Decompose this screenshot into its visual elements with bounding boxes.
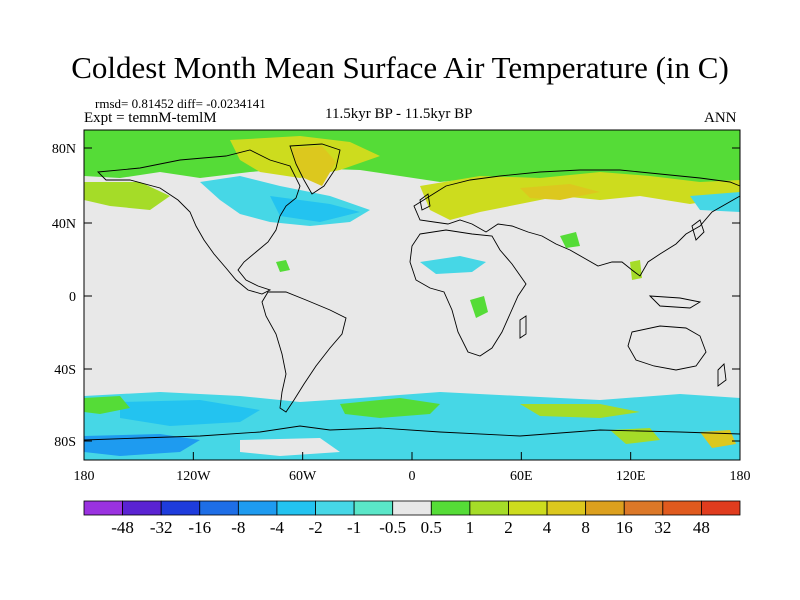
colorbar-label: 8: [581, 518, 590, 537]
colorbar-swatch: [83, 500, 123, 516]
colorbar-label: 16: [616, 518, 633, 537]
field-arabia-green: [560, 232, 580, 248]
x-tick-label: 60W: [289, 469, 317, 484]
field-indian-ocean-green: [520, 404, 640, 418]
x-tick-label: 180: [730, 469, 751, 484]
field-eurasia-gold: [520, 184, 600, 200]
colorbar-label: -48: [111, 518, 134, 537]
coast-africa: [409, 229, 527, 357]
x-tick-label: 180: [74, 469, 95, 484]
period-label: 11.5kyr BP - 11.5kyr BP: [325, 106, 473, 122]
colorbar-label: -4: [270, 518, 285, 537]
field-africa-green: [470, 296, 488, 318]
field-antarctic-blue: [84, 434, 200, 456]
y-tick-label: 80N: [52, 142, 76, 157]
colorbar-label: -2: [308, 518, 322, 537]
field-south-pacific-green: [84, 396, 130, 414]
field-greenland-gold: [292, 146, 336, 186]
colorbar: -48 -32 -16 -8 -4 -2 -1 -0.5 0.5 1 2 4 8 16 32 48: [83, 500, 741, 537]
coast-antarctica: [83, 425, 741, 441]
field-southern-ocean-blue: [120, 400, 260, 426]
colorbar-swatch: [623, 500, 664, 516]
colorbar-swatch: [276, 500, 316, 516]
colorbar-label: 2: [504, 518, 513, 537]
y-tick-label: 0: [69, 290, 76, 305]
season-label: ANN: [704, 110, 737, 126]
coast-north-america: [97, 149, 301, 295]
coast-uk: [419, 193, 431, 211]
colorbar-swatch: [315, 500, 355, 516]
colorbar-label: 1: [466, 518, 475, 537]
colorbar-swatch: [430, 500, 471, 516]
coastlines: [83, 143, 741, 441]
colorbar-label: 48: [693, 518, 710, 537]
temperature-field: [84, 130, 740, 460]
colorbar-label: -8: [231, 518, 245, 537]
stats-label: rmsd= 0.81452 diff= -0.0234141: [95, 96, 266, 111]
y-axis: 80N 40N 0 40S 80S: [52, 142, 740, 450]
x-tick-label: 120W: [176, 469, 211, 484]
field-rockies-green: [276, 260, 290, 272]
colorbar-swatch: [353, 500, 394, 516]
map-title: Coldest Month Mean Surface Air Temperatu…: [71, 50, 729, 85]
y-tick-label: 80S: [54, 435, 76, 450]
colorbar-swatch: [546, 500, 587, 516]
colorbar-swatch: [199, 500, 239, 516]
y-tick-label: 40N: [52, 217, 76, 232]
colorbar-swatch: [122, 500, 162, 516]
colorbar-label: -32: [150, 518, 173, 537]
field-pacific-cyan: [690, 192, 740, 212]
field-antarctic-gold: [700, 430, 736, 448]
field-sahara-cyan: [420, 256, 486, 274]
x-axis: 180 120W 60W 0 60E 120E 180: [74, 452, 751, 484]
colorbar-swatch: [585, 500, 625, 516]
coast-greenland: [289, 143, 341, 195]
field-ross-light: [240, 438, 340, 456]
coast-south-america: [261, 291, 347, 413]
field-north-pacific-green: [84, 182, 170, 210]
colorbar-swatch: [508, 500, 548, 516]
x-tick-label: 0: [409, 469, 416, 484]
colorbar-label: 0.5: [421, 518, 442, 537]
coast-madagascar: [519, 315, 527, 339]
colorbar-swatch: [469, 500, 509, 516]
x-tick-label: 120E: [616, 469, 646, 484]
colorbar-swatch: [237, 500, 278, 516]
map-panel: [83, 129, 741, 461]
y-tick-label: 40S: [54, 363, 76, 378]
colorbar-label: -16: [188, 518, 211, 537]
field-antarctic-green: [610, 428, 660, 444]
coast-indonesia: [648, 295, 702, 309]
colorbar-label: 32: [654, 518, 671, 537]
field-atlantic-blue: [270, 196, 360, 222]
colorbar-swatch: [662, 500, 702, 516]
colorbar-label: -1: [347, 518, 361, 537]
coast-japan: [691, 219, 705, 241]
colorbar-label: -0.5: [379, 518, 406, 537]
colorbar-swatch: [392, 500, 432, 516]
colorbar-swatch: [160, 500, 201, 516]
field-south-atlantic-green: [340, 398, 440, 418]
x-tick-label: 60E: [510, 469, 533, 484]
colorbar-swatch: [701, 500, 741, 516]
colorbar-label: 4: [543, 518, 552, 537]
coast-new-zealand: [717, 363, 727, 387]
coast-australia: [627, 325, 707, 371]
coast-eurasia: [413, 169, 741, 277]
experiment-label: Expt = temnM-temlM: [84, 110, 217, 126]
